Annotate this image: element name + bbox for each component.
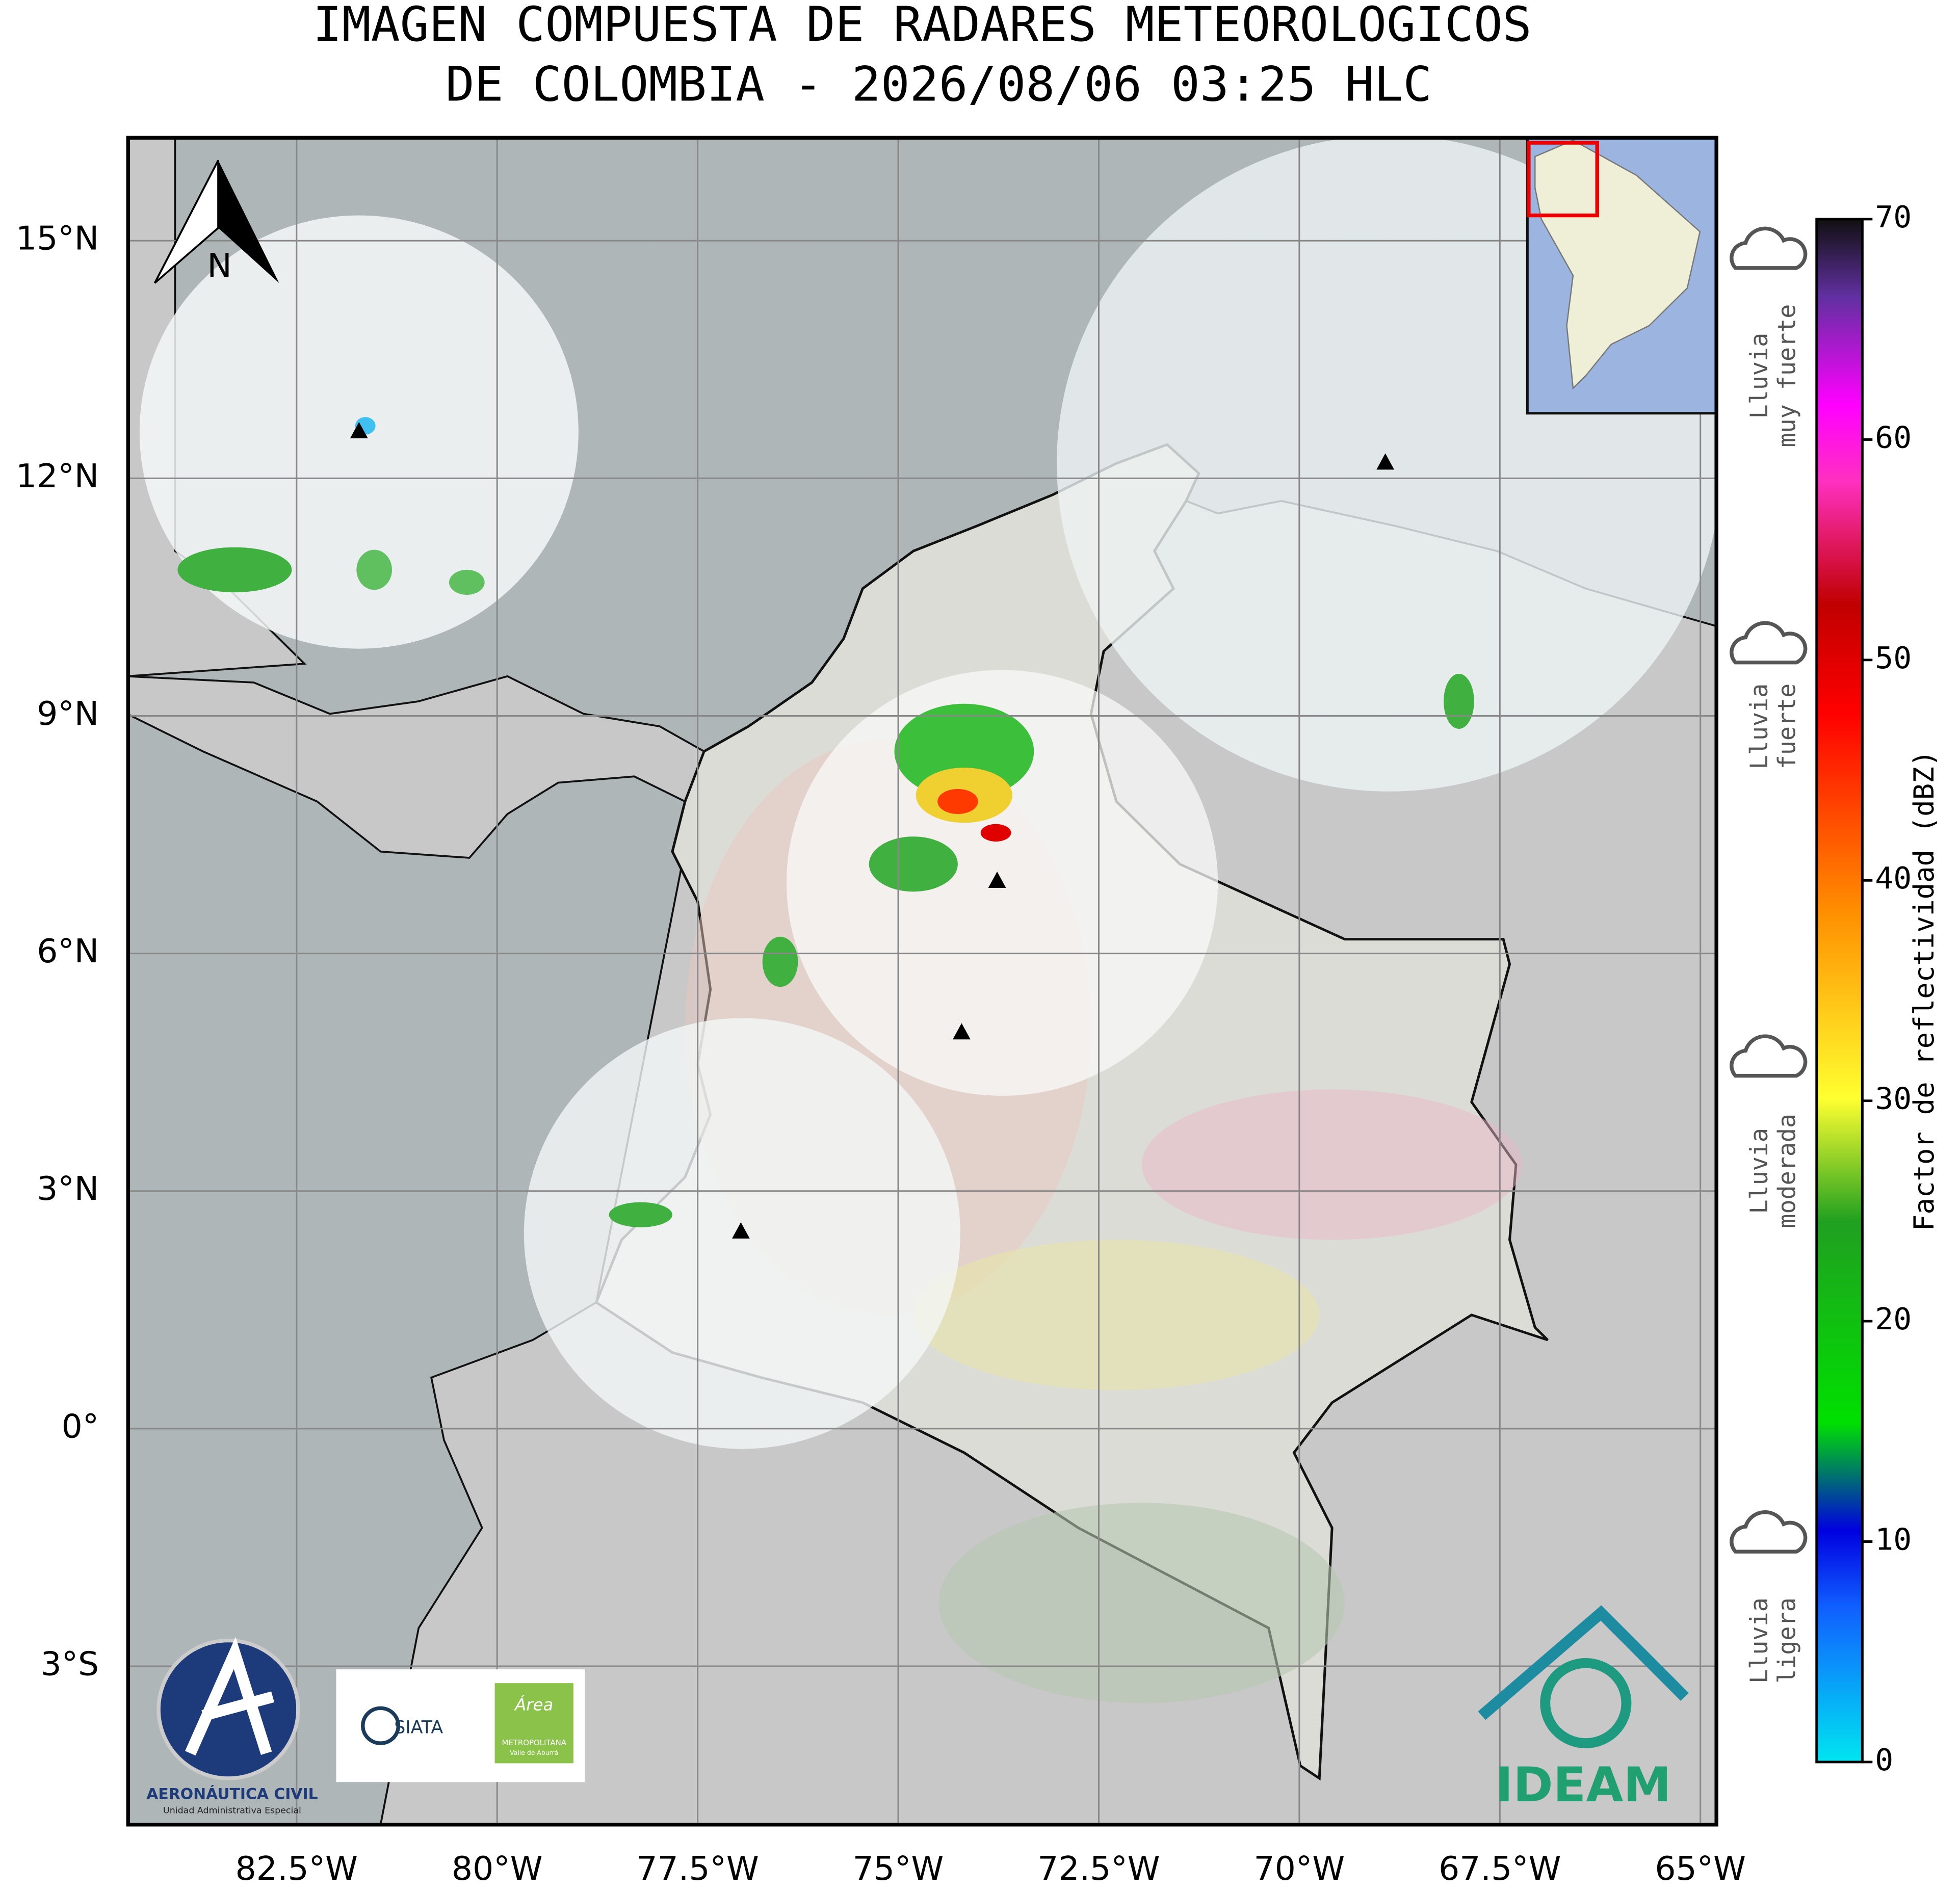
y-tick-label: 3°N — [37, 1170, 99, 1209]
radar-site — [350, 422, 368, 438]
radar-sites — [350, 422, 1395, 1239]
x-tick-label: 80°W — [452, 1850, 543, 1888]
inset-continent — [1534, 139, 1701, 390]
radar-echoes — [177, 417, 1474, 1227]
x-tick-label: 77.5°W — [636, 1850, 759, 1888]
colorbar — [1815, 218, 1864, 1764]
ideam-logo: IDEAM — [1478, 1605, 1689, 1813]
echo — [356, 549, 392, 590]
colorbar-label: Factor de reflectividad (dBZ) — [1908, 750, 1940, 1231]
y-tick-label: 15°N — [16, 220, 99, 258]
rain-category-label: ligera — [1773, 1597, 1801, 1684]
rain-icon — [1730, 1034, 1808, 1078]
logo-mark — [361, 1706, 401, 1745]
y-tick-label: 6°N — [37, 932, 99, 970]
title-line: IMAGEN COMPUESTA DE RADARES METEOROLOGIC… — [313, 0, 1532, 52]
inset-extent — [1527, 141, 1599, 218]
logo-text: AERONÁUTICA CIVIL — [146, 1784, 318, 1802]
logo-text: IDEAM — [1495, 1758, 1671, 1813]
echo — [937, 789, 978, 815]
y-tick-label: 0° — [62, 1408, 99, 1446]
x-tick-label: 67.5°W — [1439, 1850, 1561, 1888]
rain-icon — [1730, 226, 1808, 270]
colorbar-tick-label: 30 — [1875, 1081, 1912, 1116]
rain-category-label: Lluvia — [1745, 1128, 1773, 1214]
y-tick-label: 12°N — [16, 457, 99, 495]
terrain-shade — [1141, 1089, 1523, 1240]
north-label: N — [207, 247, 231, 285]
echo — [609, 1202, 672, 1227]
colorbar-tick-label: 60 — [1875, 420, 1912, 455]
map-frame — [126, 136, 1718, 1827]
land — [128, 675, 705, 859]
logo-text: Área — [514, 1695, 553, 1715]
x-tick-label: 75°W — [853, 1850, 944, 1888]
x-tick-label: 65°W — [1655, 1850, 1746, 1888]
rain-category-label: Lluvia — [1745, 1597, 1773, 1684]
echo — [1444, 673, 1474, 729]
colorbar-tick-label: 0 — [1875, 1742, 1893, 1777]
echo — [980, 824, 1011, 842]
colorbar-tick-label: 50 — [1875, 640, 1912, 675]
rain-category-label: Lluvia — [1745, 684, 1773, 770]
radar-site — [1376, 453, 1395, 470]
title-line: DE COLOMBIA - 2026/08/06 03:25 HLC — [446, 57, 1432, 112]
colorbar-tick-label: 40 — [1875, 861, 1912, 896]
logo-mark — [1540, 1658, 1632, 1748]
radar-site — [731, 1222, 750, 1239]
terrain-shade — [913, 1240, 1320, 1390]
grid — [128, 138, 1717, 1825]
colorbar-tick-label: 10 — [1875, 1522, 1912, 1557]
radar-site — [988, 872, 1006, 888]
rain-category-label: Lluvia — [1745, 333, 1773, 419]
y-tick-label: 9°N — [37, 695, 99, 733]
logo-mark — [185, 1637, 275, 1756]
logo-text: Unidad Administrativa Especial — [163, 1806, 301, 1816]
echo — [177, 547, 292, 593]
echo — [869, 836, 958, 892]
echo — [894, 703, 1034, 799]
echo — [762, 936, 798, 987]
logo-text: METROPOLITANA — [502, 1739, 566, 1747]
rain-category-label: moderada — [1773, 1114, 1801, 1228]
colorbar-tick-label: 20 — [1875, 1301, 1912, 1336]
aerocivil-logo: AERONÁUTICA CIVIL Unidad Administrativa … — [146, 1637, 318, 1816]
rain-icon — [1730, 1510, 1808, 1554]
colorbar-tick-label: 70 — [1875, 199, 1912, 234]
logo-text: SIATA — [394, 1718, 443, 1738]
terrain-shade — [938, 1503, 1345, 1703]
x-tick-label: 72.5°W — [1037, 1850, 1160, 1888]
x-tick-label: 82.5°W — [236, 1850, 358, 1888]
rain-category-label: muy fuerte — [1773, 304, 1801, 448]
rain-category-label: fuerte — [1773, 684, 1801, 770]
y-tick-label: 3°S — [41, 1645, 99, 1684]
x-tick-label: 70°W — [1254, 1850, 1345, 1888]
logo-text: Valle de Aburrá — [510, 1749, 558, 1756]
siata-logo: SIATA Área METROPOLITANA Valle de Aburrá — [336, 1669, 585, 1782]
rain-icon — [1730, 621, 1808, 665]
echo — [449, 569, 485, 595]
radar-site — [952, 1023, 971, 1040]
logo-mark — [1478, 1605, 1689, 1720]
logo-box — [494, 1683, 573, 1764]
map-body: N AERONÁUTICA CIVIL Unidad Administrativ… — [128, 138, 1717, 1825]
